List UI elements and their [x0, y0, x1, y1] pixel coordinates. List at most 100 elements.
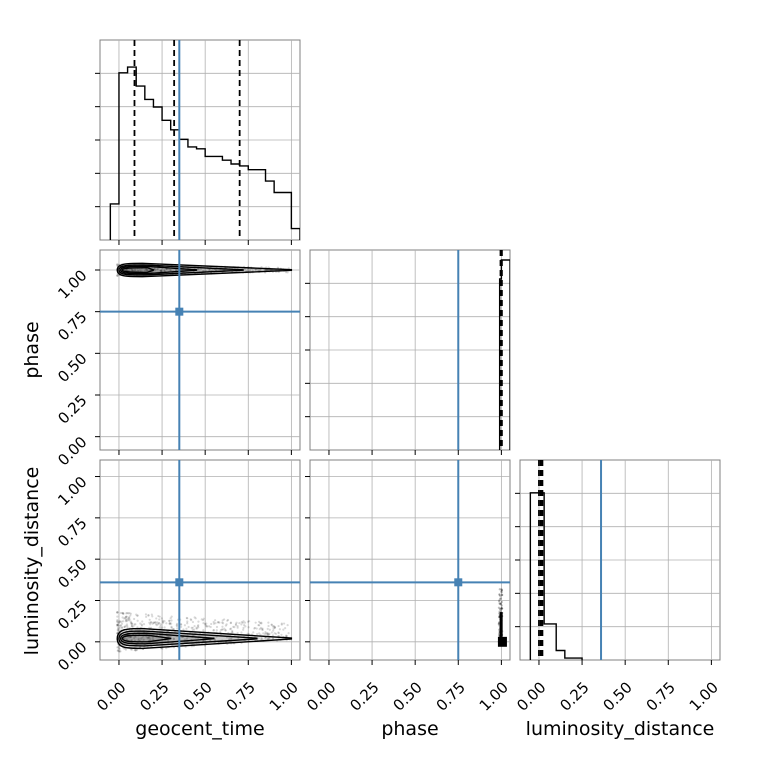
density-point [157, 621, 160, 624]
density-point [130, 269, 134, 272]
density-point [165, 622, 168, 625]
density-point [241, 621, 244, 624]
density-point [277, 624, 280, 628]
density-point [118, 647, 121, 650]
density-point [142, 623, 146, 626]
density-point [176, 627, 179, 630]
truth-marker [175, 307, 184, 316]
density-point [285, 634, 289, 638]
density-point [118, 619, 121, 623]
density-point [210, 622, 213, 626]
density-point [123, 617, 126, 620]
xlabel-geocent-time: geocent_time [135, 718, 264, 740]
density-point [150, 621, 153, 624]
density-point [136, 614, 139, 617]
density-point [175, 623, 178, 627]
density-contour [121, 634, 172, 643]
density-point [212, 629, 215, 632]
density-point [151, 638, 155, 641]
density-point [256, 268, 259, 272]
density-point [221, 625, 224, 628]
density-point [194, 617, 197, 620]
panel-phase-vs-geocent-time: 0.00 0.25 0.50 0.75 1.00 [54, 249, 301, 469]
density-point [123, 637, 127, 640]
density-point [266, 632, 269, 635]
density-point [169, 269, 172, 272]
density-point [130, 268, 134, 271]
density-point [125, 269, 128, 272]
density-point [121, 626, 124, 629]
density-point [137, 637, 140, 640]
density-point [168, 621, 172, 625]
density-point [243, 621, 247, 624]
density-point [264, 637, 267, 640]
density-point [253, 627, 256, 630]
density-point [137, 269, 140, 273]
density-point [124, 616, 127, 620]
density-point [224, 629, 227, 632]
density-point [136, 626, 139, 629]
density-point [116, 263, 119, 266]
density-point [168, 619, 171, 622]
density-point [116, 626, 120, 629]
density-point [266, 627, 269, 630]
density-point [202, 629, 205, 632]
density-point [116, 263, 119, 266]
density-point [222, 622, 225, 625]
density-contours [116, 627, 293, 650]
x-tick-label: 0.00 [93, 678, 129, 714]
x-tick-label: 0.25 [346, 678, 382, 714]
density-point [252, 631, 255, 634]
density-point [185, 627, 188, 630]
density-point [133, 623, 136, 626]
density-point [116, 611, 119, 614]
density-point [116, 274, 119, 277]
density-point [270, 631, 273, 634]
x-tick-label: 0.50 [389, 678, 425, 714]
density-point [234, 623, 237, 627]
density-point [260, 636, 263, 640]
density-point [268, 632, 271, 635]
x-tick-label: 0.25 [556, 678, 592, 714]
density-point [158, 270, 161, 273]
density-point [243, 624, 246, 627]
x-tick-label: 0.00 [303, 678, 339, 714]
density-point [147, 614, 150, 617]
density-point [186, 622, 189, 625]
density-point [236, 631, 239, 635]
density-point [500, 607, 504, 610]
density-point [500, 588, 503, 591]
density-point [255, 627, 258, 630]
density-point [131, 269, 134, 272]
density-point [271, 625, 274, 628]
density-point [264, 631, 267, 634]
density-point [226, 618, 230, 622]
density-point [130, 622, 133, 625]
density-point [122, 612, 125, 615]
ylabel-luminosity-distance: luminosity_distance [21, 467, 43, 656]
density-point [258, 624, 261, 627]
density-point [215, 625, 219, 629]
density-point [126, 619, 130, 622]
density-point [260, 622, 263, 625]
density-point [171, 628, 175, 631]
xlabel-luminosity-distance: luminosity_distance [526, 718, 715, 740]
density-point [127, 617, 131, 620]
density-point [124, 615, 127, 619]
density-point [132, 625, 135, 628]
y-tick-label: 0.25 [54, 391, 90, 427]
density-point [134, 623, 137, 626]
density-point [150, 613, 153, 616]
x-tick-label: 0.50 [179, 678, 215, 714]
density-point [133, 636, 136, 640]
density-point [268, 628, 271, 631]
density-point [195, 626, 198, 629]
density-point [258, 632, 261, 635]
density-point [126, 624, 129, 628]
density-point [154, 268, 157, 271]
x-tick-label: 1.00 [686, 678, 722, 714]
density-point [267, 621, 270, 624]
density-point [254, 268, 257, 271]
density-point [163, 626, 166, 629]
density-point [116, 629, 119, 632]
